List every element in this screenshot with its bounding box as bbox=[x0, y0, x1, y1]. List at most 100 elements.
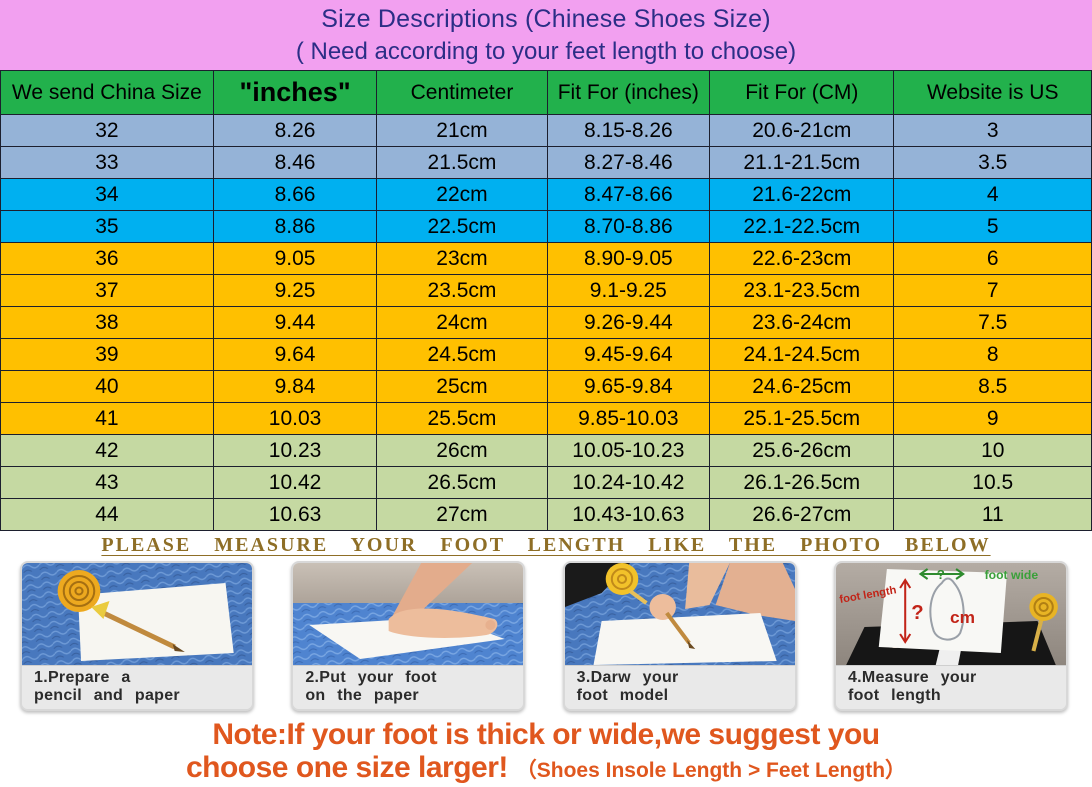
lollipop-icon bbox=[605, 563, 648, 605]
table-row: 36 9.05 23cm 8.90-9.05 22.6-23cm 6 bbox=[0, 242, 1092, 275]
table-cell: 23.1-23.5cm bbox=[709, 274, 895, 307]
table-cell: 10.03 bbox=[212, 402, 378, 435]
table-cell: 9.05 bbox=[212, 242, 378, 275]
pencil-paper-photo bbox=[22, 563, 252, 665]
table-cell: 9.84 bbox=[212, 370, 378, 403]
draw-foot-photo bbox=[564, 563, 795, 665]
table-cell: 10.42 bbox=[212, 466, 378, 499]
table-row: 40 9.84 25cm 9.65-9.84 24.6-25cm 8.5 bbox=[0, 370, 1092, 403]
col-header-website-us: Website is US bbox=[893, 70, 1092, 115]
table-cell: 39 bbox=[0, 338, 214, 371]
title-band: Size Descriptions (Chinese Shoes Size) (… bbox=[0, 0, 1092, 70]
step-card-1: 1.Prepare a pencil and paper bbox=[20, 561, 254, 711]
table-cell: 10.24-10.42 bbox=[546, 466, 711, 499]
table-cell: 9 bbox=[893, 402, 1092, 435]
table-row: 35 8.86 22.5cm 8.70-8.86 22.1-22.5cm 5 bbox=[0, 210, 1092, 243]
step-photo-2 bbox=[293, 563, 524, 665]
width-question-mark: ? bbox=[937, 567, 945, 582]
table-cell: 8.86 bbox=[212, 210, 378, 243]
lollipop-icon bbox=[1029, 593, 1058, 652]
table-cell: 4 bbox=[893, 178, 1092, 211]
step-photo-4: foot length ? cm ? foot wide bbox=[835, 563, 1066, 665]
table-cell: 26cm bbox=[376, 434, 548, 467]
step-photo-1 bbox=[22, 563, 252, 665]
table-cell: 10.63 bbox=[212, 498, 378, 531]
table-cell: 10.5 bbox=[893, 466, 1092, 499]
table-cell: 8.70-8.86 bbox=[546, 210, 711, 243]
length-question-mark: ? bbox=[911, 602, 923, 624]
step-caption-line: 2.Put your foot bbox=[305, 669, 437, 686]
table-cell: 22.1-22.5cm bbox=[709, 210, 895, 243]
table-cell: 8.47-8.66 bbox=[546, 178, 711, 211]
step-caption-line: on the paper bbox=[305, 687, 419, 705]
note-line-2-main: choose one size larger! bbox=[185, 751, 508, 784]
note-line-2-suffix: （Shoes Insole Length > Feet Length） bbox=[515, 759, 907, 782]
step-caption-line: 1.Prepare a bbox=[34, 669, 131, 686]
table-cell: 8.26 bbox=[212, 114, 378, 147]
table-cell: 24cm bbox=[376, 306, 548, 339]
table-cell: 25.6-26cm bbox=[709, 434, 895, 467]
table-header-row: We send China Size "inches" Centimeter F… bbox=[0, 70, 1092, 115]
table-cell: 9.44 bbox=[212, 306, 378, 339]
table-cell: 41 bbox=[0, 402, 214, 435]
table-cell: 9.65-9.84 bbox=[546, 370, 711, 403]
table-row: 39 9.64 24.5cm 9.45-9.64 24.1-24.5cm 8 bbox=[0, 338, 1092, 371]
table-cell: 9.45-9.64 bbox=[546, 338, 711, 371]
table-cell: 25.5cm bbox=[376, 402, 548, 435]
step-caption-line: pencil and paper bbox=[34, 687, 180, 705]
table-cell: 21cm bbox=[376, 114, 548, 147]
table-row: 33 8.46 21.5cm 8.27-8.46 21.1-21.5cm 3.5 bbox=[0, 146, 1092, 179]
table-cell: 42 bbox=[0, 434, 214, 467]
table-cell: 23cm bbox=[376, 242, 548, 275]
page-title: Size Descriptions (Chinese Shoes Size) bbox=[321, 4, 771, 33]
table-cell: 8.15-8.26 bbox=[546, 114, 711, 147]
step-caption-3: 3.Darw your foot model bbox=[564, 665, 795, 709]
table-cell: 34 bbox=[0, 178, 214, 211]
foot bbox=[388, 563, 498, 638]
table-cell: 38 bbox=[0, 306, 214, 339]
hand-with-pencil bbox=[649, 594, 695, 649]
table-cell: 8.5 bbox=[893, 370, 1092, 403]
table-cell: 24.6-25cm bbox=[709, 370, 895, 403]
table-cell: 37 bbox=[0, 274, 214, 307]
table-cell: 26.6-27cm bbox=[709, 498, 895, 531]
measure-length-photo: foot length ? cm ? foot wide bbox=[835, 563, 1066, 665]
table-cell: 9.1-9.25 bbox=[546, 274, 711, 307]
step-card-2: 2.Put your foot on the paper bbox=[291, 561, 526, 711]
table-cell: 32 bbox=[0, 114, 214, 147]
table-cell: 23.5cm bbox=[376, 274, 548, 307]
table-cell: 11 bbox=[893, 498, 1092, 531]
table-cell: 21.5cm bbox=[376, 146, 548, 179]
step-caption-2: 2.Put your foot on the paper bbox=[293, 665, 524, 709]
table-cell: 10.43-10.63 bbox=[546, 498, 711, 531]
step-caption-line: foot model bbox=[576, 687, 669, 705]
col-header-china-size: We send China Size bbox=[0, 70, 214, 115]
size-table-body: 32 8.26 21cm 8.15-8.26 20.6-21cm 3 33 8.46 21.5c… bbox=[0, 114, 1092, 531]
table-row: 43 10.42 26.5cm 10.24-10.42 26.1-26.5cm 10.5 bbox=[0, 466, 1092, 499]
step-caption-line: 3.Darw your bbox=[576, 669, 679, 686]
table-cell: 9.85-10.03 bbox=[546, 402, 711, 435]
note-line-1: Note:If your foot is thick or wide,we su… bbox=[212, 718, 880, 751]
step-card-4: foot length ? cm ? foot wide bbox=[833, 561, 1068, 711]
table-cell: 25.1-25.5cm bbox=[709, 402, 895, 435]
table-cell: 10.23 bbox=[212, 434, 378, 467]
table-cell: 9.25 bbox=[212, 274, 378, 307]
table-cell: 43 bbox=[0, 466, 214, 499]
step-caption-4: 4.Measure your foot length bbox=[835, 665, 1066, 709]
table-cell: 3 bbox=[893, 114, 1092, 147]
step-card-3: 3.Darw your foot model bbox=[562, 561, 797, 711]
table-cell: 9.26-9.44 bbox=[546, 306, 711, 339]
table-row: 32 8.26 21cm 8.15-8.26 20.6-21cm 3 bbox=[0, 114, 1092, 147]
paper-sheet bbox=[77, 583, 234, 661]
table-cell: 10 bbox=[893, 434, 1092, 467]
table-row: 38 9.44 24cm 9.26-9.44 23.6-24cm 7.5 bbox=[0, 306, 1092, 339]
table-cell: 8.90-9.05 bbox=[546, 242, 711, 275]
table-cell: 40 bbox=[0, 370, 214, 403]
table-cell: 36 bbox=[0, 242, 214, 275]
table-cell: 24.5cm bbox=[376, 338, 548, 371]
table-cell: 8.46 bbox=[212, 146, 378, 179]
table-cell: 9.64 bbox=[212, 338, 378, 371]
table-row: 41 10.03 25.5cm 9.85-10.03 25.1-25.5cm 9 bbox=[0, 402, 1092, 435]
table-cell: 5 bbox=[893, 210, 1092, 243]
